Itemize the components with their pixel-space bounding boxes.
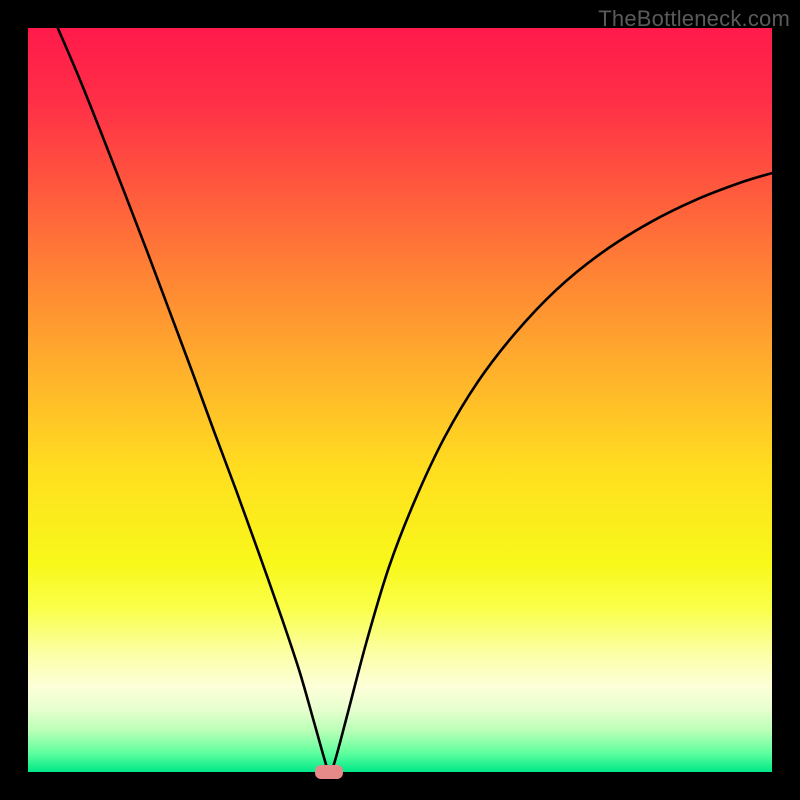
dip-marker: [315, 765, 343, 779]
gradient-background: [28, 28, 772, 772]
chart-frame: TheBottleneck.com: [0, 0, 800, 800]
plot-area: [28, 28, 772, 772]
plot-svg: [28, 28, 772, 772]
